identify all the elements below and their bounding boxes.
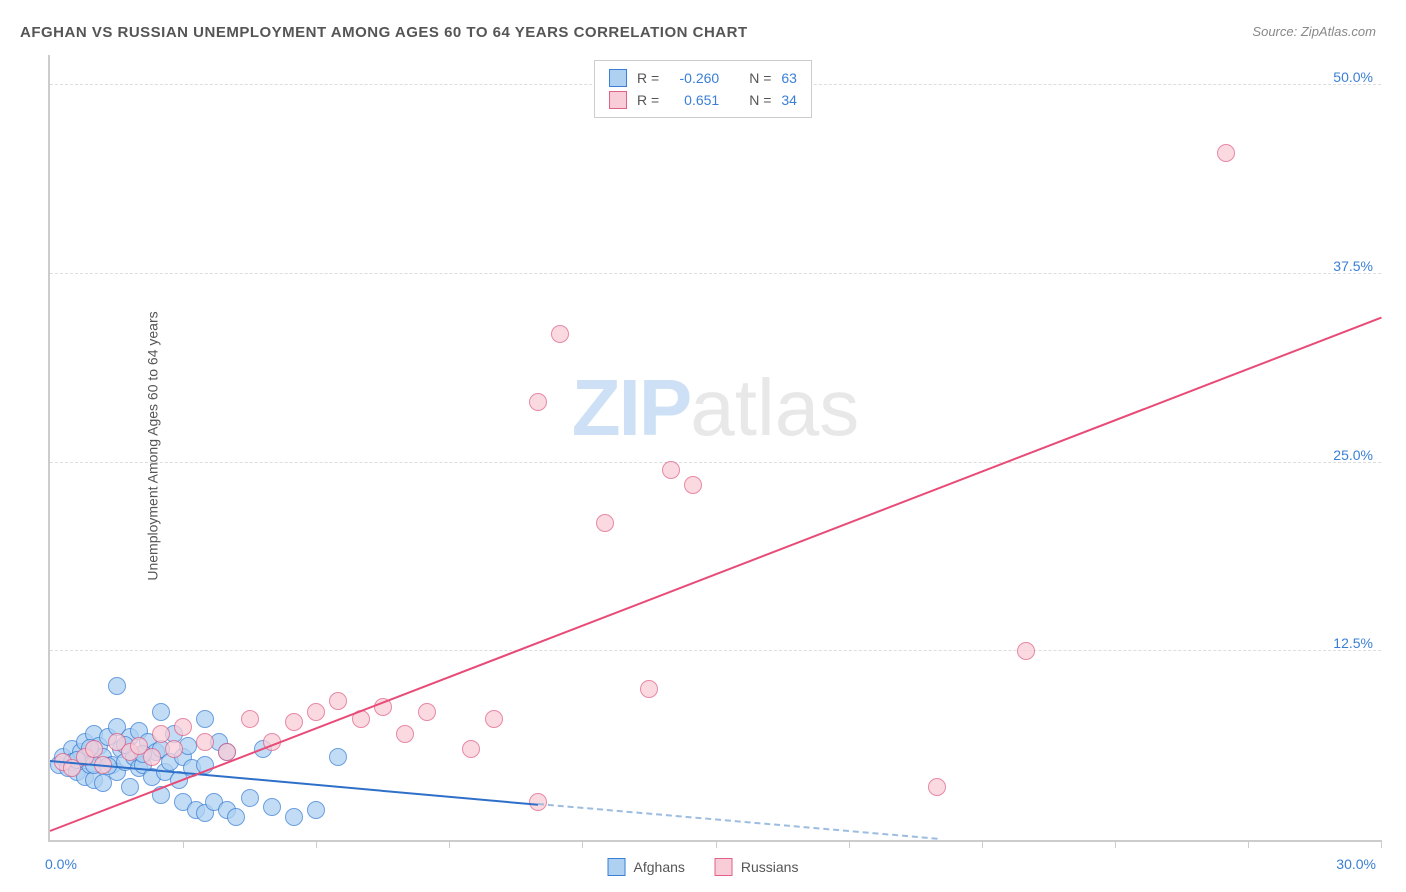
trendline-afghans-dashed xyxy=(538,803,937,840)
point-afghan xyxy=(307,801,325,819)
point-russian xyxy=(640,680,658,698)
point-russian xyxy=(551,325,569,343)
point-russian xyxy=(396,725,414,743)
point-russian xyxy=(329,692,347,710)
point-afghan xyxy=(241,789,259,807)
series-legend: Afghans Russians xyxy=(608,858,799,876)
swatch-pink xyxy=(609,91,627,109)
r-value-russians: 0.651 xyxy=(669,92,719,108)
y-tick-label: 12.5% xyxy=(1333,635,1373,651)
x-tick xyxy=(582,840,583,848)
correlation-legend: R = -0.260 N = 63 R = 0.651 N = 34 xyxy=(594,60,812,118)
point-russian xyxy=(241,710,259,728)
point-russian xyxy=(165,740,183,758)
swatch-pink xyxy=(715,858,733,876)
n-label: N = xyxy=(749,92,771,108)
point-russian xyxy=(529,393,547,411)
r-value-afghans: -0.260 xyxy=(669,70,719,86)
gridline xyxy=(50,462,1381,463)
r-label: R = xyxy=(637,70,659,86)
point-russian xyxy=(285,713,303,731)
point-russian xyxy=(1217,144,1235,162)
x-tick xyxy=(316,840,317,848)
point-russian xyxy=(485,710,503,728)
x-tick xyxy=(1115,840,1116,848)
point-russian xyxy=(418,703,436,721)
legend-label-afghans: Afghans xyxy=(634,859,685,875)
point-afghan xyxy=(196,710,214,728)
point-russian xyxy=(1017,642,1035,660)
n-label: N = xyxy=(749,70,771,86)
x-axis-origin: 0.0% xyxy=(45,856,77,872)
legend-label-russians: Russians xyxy=(741,859,799,875)
x-tick xyxy=(183,840,184,848)
point-russian xyxy=(174,718,192,736)
point-russian xyxy=(143,748,161,766)
gridline xyxy=(50,650,1381,651)
legend-row-russians: R = 0.651 N = 34 xyxy=(609,89,797,111)
chart-plot-area: ZIPatlas 12.5% 25.0% 37.5% 50.0% xyxy=(48,55,1381,842)
x-tick xyxy=(716,840,717,848)
point-russian xyxy=(196,733,214,751)
y-tick-label: 37.5% xyxy=(1333,258,1373,274)
source-label: Source: xyxy=(1252,24,1297,39)
x-tick xyxy=(1248,840,1249,848)
watermark-atlas: atlas xyxy=(690,363,859,452)
watermark: ZIPatlas xyxy=(572,362,859,454)
x-tick xyxy=(1381,840,1382,848)
source-attribution: Source: ZipAtlas.com xyxy=(1252,24,1376,39)
legend-row-afghans: R = -0.260 N = 63 xyxy=(609,67,797,89)
y-tick-label: 50.0% xyxy=(1333,69,1373,85)
swatch-blue xyxy=(608,858,626,876)
point-russian xyxy=(462,740,480,758)
legend-item-afghans: Afghans xyxy=(608,858,685,876)
point-afghan xyxy=(227,808,245,826)
x-tick xyxy=(849,840,850,848)
r-label: R = xyxy=(637,92,659,108)
gridline xyxy=(50,273,1381,274)
point-russian xyxy=(684,476,702,494)
point-afghan xyxy=(263,798,281,816)
swatch-blue xyxy=(609,69,627,87)
n-value-russians: 34 xyxy=(781,92,797,108)
legend-item-russians: Russians xyxy=(715,858,799,876)
chart-title: AFGHAN VS RUSSIAN UNEMPLOYMENT AMONG AGE… xyxy=(20,24,748,41)
x-axis-max: 30.0% xyxy=(1336,856,1376,872)
point-afghan xyxy=(329,748,347,766)
point-afghan xyxy=(152,703,170,721)
point-afghan xyxy=(285,808,303,826)
trendline-russians xyxy=(50,317,1382,832)
x-tick xyxy=(449,840,450,848)
x-tick xyxy=(982,840,983,848)
point-russian xyxy=(307,703,325,721)
point-russian xyxy=(928,778,946,796)
y-tick-label: 25.0% xyxy=(1333,447,1373,463)
source-value: ZipAtlas.com xyxy=(1301,24,1376,39)
point-afghan xyxy=(121,778,139,796)
point-russian xyxy=(662,461,680,479)
n-value-afghans: 63 xyxy=(781,70,797,86)
watermark-zip: ZIP xyxy=(572,363,690,452)
point-afghan xyxy=(108,677,126,695)
point-russian xyxy=(152,725,170,743)
point-russian xyxy=(596,514,614,532)
